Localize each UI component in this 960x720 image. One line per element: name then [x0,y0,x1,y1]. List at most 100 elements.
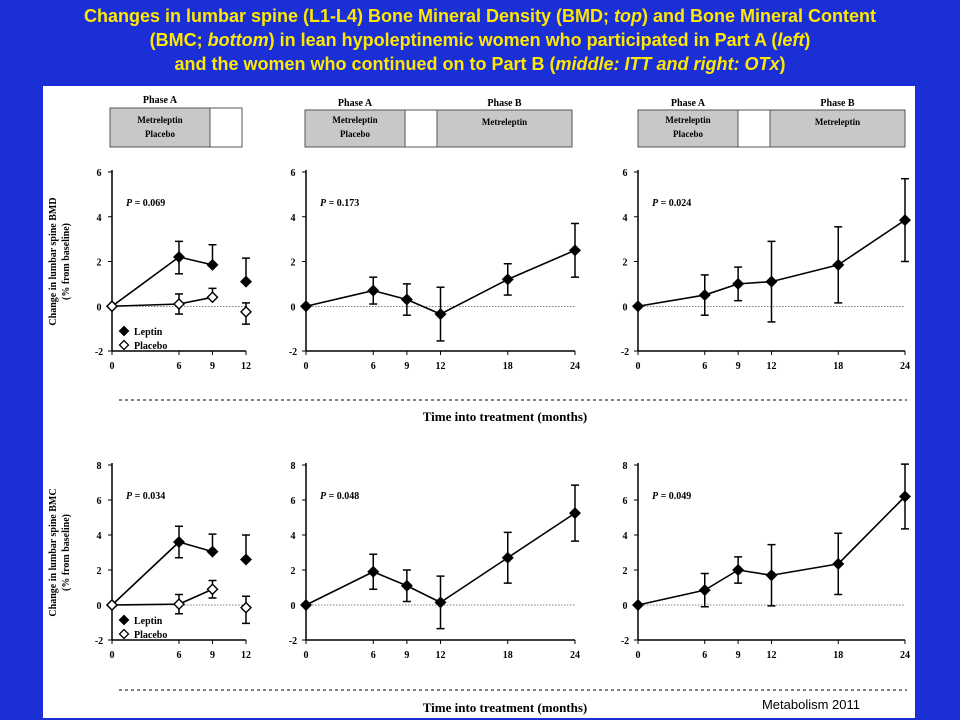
y-tick-label: 6 [291,496,296,507]
y-tick-label: 0 [97,302,102,313]
x-tick-label: 6 [177,650,182,661]
y-tick-label: 0 [291,302,296,313]
figure-panel: Phase A Metreleptin Placebo Phase A Phase B M… [43,86,915,718]
y-tick-label: 8 [97,461,102,472]
x-tick-label: 12 [767,361,777,372]
data-point [632,599,644,611]
x-tick-label: 24 [900,650,910,661]
y-tick-label: 2 [291,258,296,269]
y-tick-label: 0 [97,601,102,612]
phase-ab-box [637,109,906,148]
x-tick-label: 18 [833,650,843,661]
x-tick-label: 12 [767,650,777,661]
data-point [899,490,911,503]
data-point [173,536,185,548]
phase-b-label: Phase B [820,98,855,109]
series-line [111,296,213,308]
data-point [400,293,413,306]
x-tick-label: 6 [371,361,376,372]
p-value-label: P = 0.024 [652,198,691,209]
chart-bmd-otx: P = 0.024 [632,170,911,355]
y-tick-label: 2 [623,258,628,269]
data-point [240,305,252,318]
data-point [173,251,185,264]
chart-bmd-part-a: P = 0.069 [106,170,252,355]
p-value-label: P = 0.069 [126,198,165,209]
x-tick-label: 0 [110,361,115,372]
data-point [569,507,581,520]
chart-bmc-otx: P = 0.049 [632,463,911,644]
y-tick-label: 8 [291,461,296,472]
data-point [501,273,514,286]
series-line [305,249,576,315]
y-tick-label: 2 [291,566,296,577]
data-point [765,569,778,582]
y-tick-label: 4 [97,213,102,224]
data-point [240,601,252,614]
legend-label: Leptin [134,327,163,338]
data-point [698,289,711,302]
x-tick-label: 9 [404,361,409,372]
x-tick-label: 24 [570,650,580,661]
data-point [832,258,845,271]
x-tick-label: 9 [736,650,741,661]
data-point [632,300,644,313]
data-point [732,564,745,576]
data-point [765,275,778,288]
y-tick-label: 4 [623,531,628,542]
phase-a-placebo-label: Placebo [145,129,175,139]
x-tick-label: 6 [371,650,376,661]
source-citation: Metabolism 2011 [761,697,860,712]
phase-a-placebo-label: Placebo [673,129,703,139]
series-line [111,541,213,606]
data-point [698,584,711,597]
x-tick-label: 6 [702,361,707,372]
x-tick-label: 18 [503,361,513,372]
x-tick-label: 9 [736,361,741,372]
x-tick-label: 12 [241,650,251,661]
title-line-1: Changes in lumbar spine (L1-L4) Bone Min… [83,6,877,26]
y-tick-label: 0 [291,601,296,612]
x-tick-label: 12 [241,361,251,372]
data-point [300,599,312,611]
phase-b-label: Phase B [487,98,522,109]
x-tick-label: 0 [304,650,309,661]
y-tick-label: -2 [95,347,103,358]
phase-a-label: Phase A [143,95,178,106]
legend-marker [118,628,130,640]
x-tick-label: 6 [702,650,707,661]
y-tick-label: -2 [621,347,629,358]
x-tick-label: 0 [110,650,115,661]
x-tick-label: 0 [636,361,641,372]
slide-title: Changes in lumbar spine (L1-L4) Bone Min… [0,4,960,76]
legend-marker [118,614,130,626]
y-tick-label: -2 [95,636,103,647]
y-tick-label: 4 [623,213,628,224]
legend-marker [118,339,130,351]
y-tick-label: -2 [289,347,297,358]
x-tick-label: 0 [636,650,641,661]
data-point [300,300,312,313]
y-tick-label: 6 [291,168,296,179]
data-point [501,551,514,564]
legend-label: Leptin [134,616,163,627]
phase-b-metreleptin-label: Metreleptin [815,117,860,127]
x-tick-label: 0 [304,361,309,372]
chart-bmc-itt: P = 0.048 [300,463,581,644]
title-line-3: and the women who continued on to Part B… [174,54,786,74]
y-axis-label: Change in lumbar spine BMC [48,488,59,616]
legend-marker [118,325,130,337]
data-point [240,275,252,288]
p-value-label: P = 0.049 [652,491,691,502]
series-line [111,588,213,606]
y-tick-label: 6 [97,168,102,179]
phase-a-metreleptin-label: Metreleptin [137,115,182,125]
phase-ab-washout-box [737,109,771,148]
phase-a-washout-box [209,107,243,148]
y-axis-unit-label: (% from baseline) [61,514,72,591]
x-tick-label: 9 [404,650,409,661]
y-tick-label: 6 [97,496,102,507]
x-tick-label: 12 [436,650,446,661]
x-tick-label: 6 [177,361,182,372]
y-tick-label: 0 [623,601,628,612]
